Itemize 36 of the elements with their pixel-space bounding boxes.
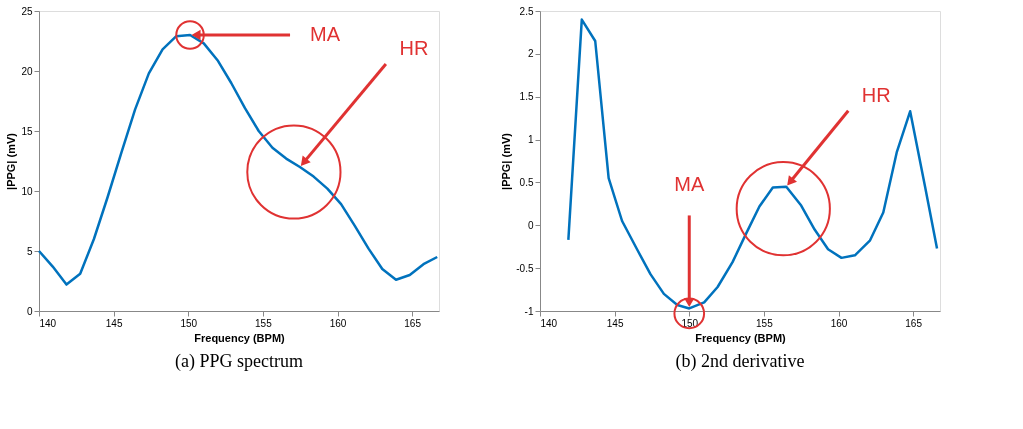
x-tick-label: 140 xyxy=(39,317,57,329)
y-tick-label: 10 xyxy=(21,185,33,197)
text: (a) PPG spectrum xyxy=(175,351,303,372)
x-tick-label: 140 xyxy=(540,317,558,329)
y-tick-label: 0.5 xyxy=(519,176,534,188)
y-tick-label: 5 xyxy=(26,245,33,257)
y-tick-label: 1.5 xyxy=(519,91,534,103)
y-tick-label: 0 xyxy=(527,219,534,231)
y-tick-label: 0 xyxy=(26,305,33,317)
x-tick-label: 160 xyxy=(830,317,848,329)
annotation: MA xyxy=(310,23,341,45)
y-tick-label: -0.5 xyxy=(516,262,534,274)
y-tick-label: 15 xyxy=(21,125,33,137)
y-tick-label: 2.5 xyxy=(519,5,534,17)
x-axis-title: Frequency (BPM) xyxy=(695,331,787,344)
x-tick-label: 165 xyxy=(404,317,422,329)
x-tick-label: 150 xyxy=(180,317,198,329)
y-tick-label: 1 xyxy=(527,134,534,146)
y-tick-label: 2 xyxy=(527,48,534,60)
x-tick-label: 155 xyxy=(255,317,273,329)
y-tick-label: 25 xyxy=(21,5,33,17)
x-tick-label: 155 xyxy=(756,317,774,329)
y-tick-label: 20 xyxy=(21,65,33,77)
y-tick-label: -1 xyxy=(524,305,534,317)
y-axis-title: |PPG| (mV) xyxy=(500,132,513,190)
x-tick-label: 145 xyxy=(606,317,624,329)
annotation: HR xyxy=(399,37,429,59)
annotation: HR xyxy=(861,83,891,106)
annotation: MA xyxy=(674,173,705,196)
text: (b) 2nd derivative xyxy=(675,351,805,372)
x-tick-label: 160 xyxy=(329,317,347,329)
line-series xyxy=(567,18,939,310)
x-axis-title: Frequency (BPM) xyxy=(194,331,286,344)
x-tick-label: 165 xyxy=(905,317,923,329)
x-tick-label: 145 xyxy=(105,317,123,329)
y-axis-title: |PPG| (mV) xyxy=(5,132,18,190)
